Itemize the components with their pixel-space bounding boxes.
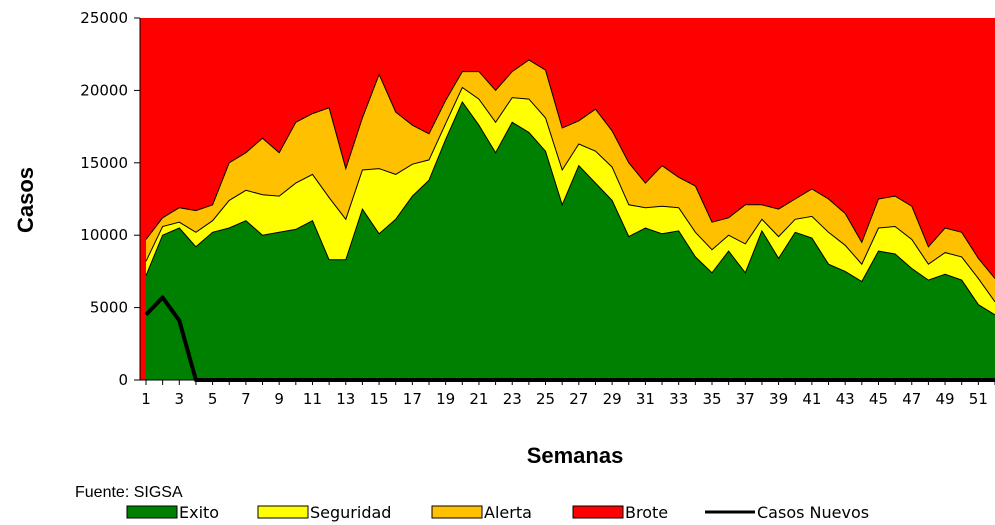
x-tick-label: 21 [469, 390, 488, 408]
y-tick-label: 25000 [80, 9, 128, 27]
x-tick-label: 43 [836, 390, 855, 408]
legend-swatch-alerta [431, 505, 483, 519]
legend-label-seguridad: Seguridad [310, 503, 391, 522]
y-tick-label: 20000 [80, 81, 128, 99]
plot-areas [140, 18, 995, 380]
y-tick-label: 0 [118, 371, 128, 389]
x-tick-label: 33 [669, 390, 688, 408]
x-tick-label: 11 [303, 390, 322, 408]
x-tick-label: 1 [141, 390, 151, 408]
x-tick-label: 31 [636, 390, 655, 408]
y-tick-label: 5000 [90, 299, 128, 317]
x-tick-label: 13 [336, 390, 355, 408]
legend-swatch-brote [572, 505, 624, 519]
y-axis-ticks: 0 5000 10000 15000 20000 25000 [80, 9, 140, 389]
x-tick-label: 7 [241, 390, 251, 408]
x-tick-label: 45 [869, 390, 888, 408]
y-tick-label: 10000 [80, 226, 128, 244]
x-tick-label: 41 [802, 390, 821, 408]
legend-label-alerta: Alerta [484, 503, 532, 522]
x-tick-label: 35 [702, 390, 721, 408]
x-tick-label: 19 [436, 390, 455, 408]
area-edge-seguridad [145, 86, 995, 303]
x-tick-label: 47 [902, 390, 921, 408]
x-axis-ticks: 1 3 5 7 9 11 13 15 17 19 21 23 25 27 29 31 33 35 37 39 41 43 4… [141, 380, 995, 408]
x-tick-label: 15 [370, 390, 389, 408]
legend-label-exito: Exito [179, 503, 219, 522]
x-tick-label: 3 [175, 390, 185, 408]
legend-label-casos-nuevos: Casos Nuevos [757, 503, 869, 522]
legend: Exito Seguridad Alerta Brote Casos Nuevos [126, 503, 869, 522]
x-axis-title: Semanas [527, 443, 624, 468]
y-axis-title: Casos [13, 167, 38, 233]
x-tick-label: 27 [569, 390, 588, 408]
area-edge-alerta [145, 59, 995, 279]
legend-swatch-seguridad [257, 505, 309, 519]
x-tick-label: 29 [603, 390, 622, 408]
legend-label-brote: Brote [625, 503, 668, 522]
x-tick-label: 17 [403, 390, 422, 408]
x-tick-label: 37 [736, 390, 755, 408]
y-tick-label: 15000 [80, 154, 128, 172]
x-tick-label: 25 [536, 390, 555, 408]
x-tick-label: 51 [969, 390, 988, 408]
area-edge-exito [145, 100, 995, 316]
x-tick-label: 23 [503, 390, 522, 408]
x-tick-label: 5 [208, 390, 218, 408]
area-exito [146, 102, 995, 380]
x-tick-label: 9 [274, 390, 284, 408]
legend-swatch-exito [126, 505, 178, 519]
x-tick-label: 49 [936, 390, 955, 408]
x-tick-label: 39 [769, 390, 788, 408]
source-note: Fuente: SIGSA [75, 484, 183, 501]
